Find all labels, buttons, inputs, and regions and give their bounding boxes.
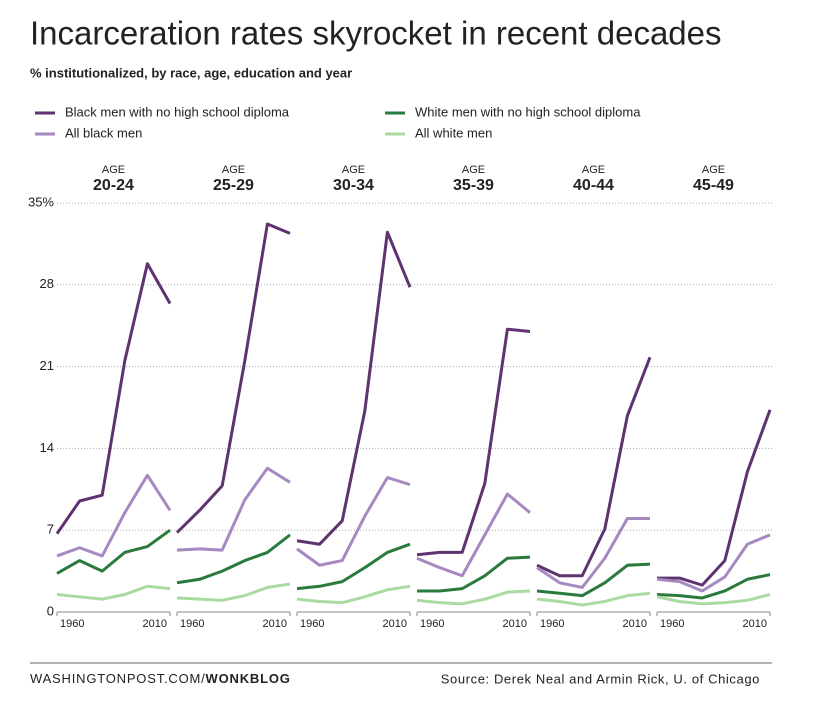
series-line (536, 591, 651, 607)
legend-label: Black men with no high school diploma (65, 104, 290, 119)
series-line (296, 584, 411, 605)
x-tick-label: 2010 (263, 618, 287, 630)
series-line (656, 533, 771, 593)
x-tick-label: 2010 (143, 618, 167, 630)
series-line (656, 573, 771, 600)
series-line (56, 473, 172, 558)
series-line (176, 582, 291, 602)
series-line (55, 262, 172, 535)
panel-title: 30-34 (333, 177, 374, 194)
x-tick-label: 2010 (503, 618, 527, 630)
panel-label: AGE (702, 164, 725, 176)
legend-label: White men with no high school diploma (415, 104, 641, 119)
series-line (536, 356, 652, 578)
series-line (56, 584, 171, 601)
series-line (416, 589, 531, 606)
panel-title: 40-44 (573, 177, 614, 194)
y-tick-label: 14 (40, 440, 54, 455)
footer-blog: WONKBLOG (206, 671, 291, 686)
panel-label: AGE (462, 164, 485, 176)
series-line (296, 230, 412, 546)
chart-title: Incarceration rates skyrocket in recent … (30, 15, 722, 52)
x-tick-label: 2010 (623, 618, 647, 630)
panel-label: AGE (582, 164, 605, 176)
y-tick-label: 7 (47, 522, 54, 537)
series-line (656, 593, 771, 606)
series-line (416, 492, 531, 578)
y-tick-label: 21 (40, 358, 54, 373)
panel-title: 20-24 (93, 177, 134, 194)
x-tick-label: 1960 (60, 618, 84, 630)
x-tick-label: 2010 (383, 618, 407, 630)
y-tick-label: 28 (40, 276, 54, 291)
panel-label: AGE (222, 164, 245, 176)
panel-label: AGE (342, 164, 365, 176)
panel-title: 45-49 (693, 177, 734, 194)
series-line (536, 562, 651, 598)
x-tick-label: 2010 (743, 618, 767, 630)
series-line (536, 517, 650, 589)
series-line (175, 222, 291, 534)
x-tick-label: 1960 (300, 618, 324, 630)
panel-title: 25-29 (213, 177, 254, 194)
series-line (56, 528, 171, 575)
y-tick-label: 0 (47, 603, 54, 618)
legend-label: All white men (415, 125, 492, 140)
y-tick-label: 35% (28, 194, 54, 209)
series-line (417, 555, 531, 593)
series-line (657, 409, 772, 587)
footer-credit: WASHINGTONPOST.COM/WONKBLOG (30, 671, 291, 686)
x-tick-label: 1960 (180, 618, 204, 630)
series-line (296, 476, 411, 567)
panel-label: AGE (102, 164, 125, 176)
panel-title: 35-39 (453, 177, 494, 194)
footer-source: Source: Derek Neal and Armin Rick, U. of… (441, 671, 760, 686)
series-line (176, 466, 291, 552)
series-line (416, 327, 531, 557)
footer-site: WASHINGTONPOST.COM/ (30, 671, 206, 686)
series-line (296, 542, 411, 591)
x-tick-label: 1960 (660, 618, 684, 630)
series-line (176, 533, 291, 585)
x-tick-label: 1960 (420, 618, 444, 630)
chart-subtitle: % institutionalized, by race, age, educa… (30, 65, 352, 80)
x-tick-label: 1960 (540, 618, 564, 630)
legend-label: All black men (65, 125, 142, 140)
